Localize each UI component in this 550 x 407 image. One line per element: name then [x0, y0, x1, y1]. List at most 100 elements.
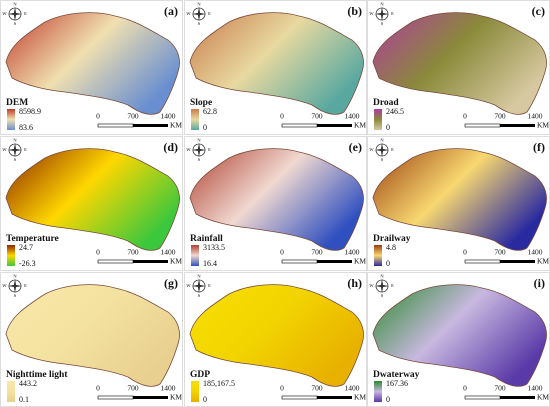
scale-bar: [317, 396, 352, 399]
scale-bar: [500, 124, 535, 127]
scale-label: 700: [311, 248, 323, 257]
compass-letter: W: [2, 147, 7, 152]
study-area: [5, 12, 180, 115]
study-area: [5, 148, 180, 251]
legend-max: 4.8: [386, 243, 396, 252]
legend-bar: [191, 245, 199, 266]
compass-letter: E: [24, 147, 27, 152]
compass-letter: W: [186, 147, 191, 152]
scale-label: 1400: [528, 248, 543, 257]
legend-max: 167.36: [386, 379, 408, 388]
compass-star: [192, 143, 206, 157]
scale-bar: [281, 123, 318, 128]
scale-bar: [464, 395, 501, 400]
compass-letter: S: [14, 157, 17, 162]
legend-bar: [7, 381, 15, 402]
scale-label: 1400: [345, 248, 360, 257]
legend-min: 83.6: [19, 123, 33, 132]
compass-letter: N: [380, 2, 384, 7]
scale-label: 700: [494, 248, 506, 257]
scale-unit: KM: [170, 393, 182, 402]
study-area: [372, 12, 547, 115]
legend-bar: [7, 109, 15, 130]
compass-letter: E: [24, 283, 27, 288]
compass-letter: N: [197, 138, 201, 143]
scale-label: 1400: [161, 384, 176, 393]
scale-label: 1400: [528, 384, 543, 393]
study-area: [189, 284, 364, 387]
compass-letter: E: [208, 283, 211, 288]
scale-label: 0: [463, 384, 467, 393]
legend-bar: [191, 381, 199, 402]
panel-letter: (f): [533, 140, 545, 154]
compass-letter: E: [208, 11, 211, 16]
compass-star: [192, 279, 206, 293]
study-area: [372, 284, 547, 387]
scale-bar: [317, 260, 352, 263]
compass-letter: S: [381, 21, 384, 26]
compass-letter: E: [24, 11, 27, 16]
compass-letter: W: [186, 11, 191, 16]
legend-max: 246.5: [386, 107, 404, 116]
legend-title: GDP: [190, 370, 210, 380]
legend-max: 8598.9: [19, 107, 41, 116]
legend-bar: [7, 245, 15, 266]
scale-label: 700: [311, 384, 323, 393]
scale-bar: [133, 260, 168, 263]
study-area: [189, 148, 364, 251]
legend-bar: [374, 381, 382, 402]
panel-letter: (d): [163, 140, 178, 154]
panel-letter: (a): [164, 4, 178, 18]
scale-bar: [317, 124, 352, 127]
scale-label: 700: [127, 248, 139, 257]
scale-label: 1400: [345, 112, 360, 121]
scale-label: 0: [96, 112, 100, 121]
scale-unit: KM: [354, 121, 366, 130]
legend-max: 62.8: [203, 107, 217, 116]
scale-label: 700: [494, 384, 506, 393]
scale-bar: [500, 260, 535, 263]
legend-title: Rainfall: [190, 234, 223, 244]
compass-letter: S: [381, 293, 384, 298]
legend-title: Dwaterway: [373, 370, 420, 380]
legend-title: Temperature: [6, 234, 59, 244]
compass-letter: W: [2, 11, 7, 16]
scale-label: 0: [96, 248, 100, 257]
compass-star: [8, 7, 22, 21]
compass-letter: N: [13, 2, 17, 7]
legend-min: 16.4: [203, 259, 217, 268]
scale-bar: [281, 395, 318, 400]
study-area: [189, 12, 364, 115]
panel-letter: (i): [534, 276, 545, 290]
legend-bar: [374, 109, 382, 130]
scale-label: 1400: [528, 112, 543, 121]
compass-star: [375, 279, 389, 293]
compass-letter: W: [2, 283, 7, 288]
compass-letter: S: [198, 157, 201, 162]
legend-max: 24.7: [19, 243, 33, 252]
compass-letter: S: [381, 157, 384, 162]
legend-max: 443.2: [19, 379, 37, 388]
scale-label: 1400: [161, 112, 176, 121]
compass-star: [375, 7, 389, 21]
legend-title: Droad: [373, 98, 399, 108]
compass-letter: W: [186, 283, 191, 288]
scale-bar: [97, 123, 134, 128]
compass-letter: N: [197, 274, 201, 279]
scale-label: 1400: [345, 384, 360, 393]
scale-unit: KM: [354, 257, 366, 266]
legend-title: Nighttime light: [6, 370, 68, 380]
scale-bar: [97, 259, 134, 264]
panel-letter: (c): [532, 4, 545, 18]
compass-star: [8, 279, 22, 293]
legend-bar: [191, 109, 199, 130]
study-area: [372, 148, 547, 251]
compass-star: [375, 143, 389, 157]
